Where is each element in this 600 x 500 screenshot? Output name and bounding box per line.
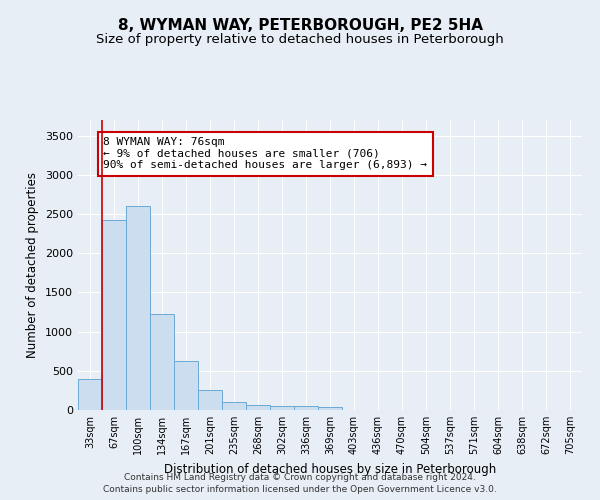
Text: 8 WYMAN WAY: 76sqm
← 9% of detached houses are smaller (706)
90% of semi-detache: 8 WYMAN WAY: 76sqm ← 9% of detached hous… bbox=[103, 137, 427, 170]
Bar bbox=[318, 407, 342, 410]
Text: 8, WYMAN WAY, PETERBOROUGH, PE2 5HA: 8, WYMAN WAY, PETERBOROUGH, PE2 5HA bbox=[118, 18, 482, 32]
Bar bbox=[126, 206, 150, 410]
Bar bbox=[78, 378, 102, 410]
Bar bbox=[246, 404, 270, 410]
Bar bbox=[294, 406, 318, 410]
Bar bbox=[174, 360, 198, 410]
Text: Contains public sector information licensed under the Open Government Licence v3: Contains public sector information licen… bbox=[103, 484, 497, 494]
Text: Size of property relative to detached houses in Peterborough: Size of property relative to detached ho… bbox=[96, 32, 504, 46]
Bar bbox=[102, 220, 126, 410]
Text: Contains HM Land Registry data © Crown copyright and database right 2024.: Contains HM Land Registry data © Crown c… bbox=[124, 473, 476, 482]
Bar bbox=[222, 402, 246, 410]
Bar bbox=[198, 390, 222, 410]
Bar bbox=[270, 406, 294, 410]
Y-axis label: Number of detached properties: Number of detached properties bbox=[26, 172, 40, 358]
X-axis label: Distribution of detached houses by size in Peterborough: Distribution of detached houses by size … bbox=[164, 462, 496, 475]
Bar bbox=[150, 314, 174, 410]
